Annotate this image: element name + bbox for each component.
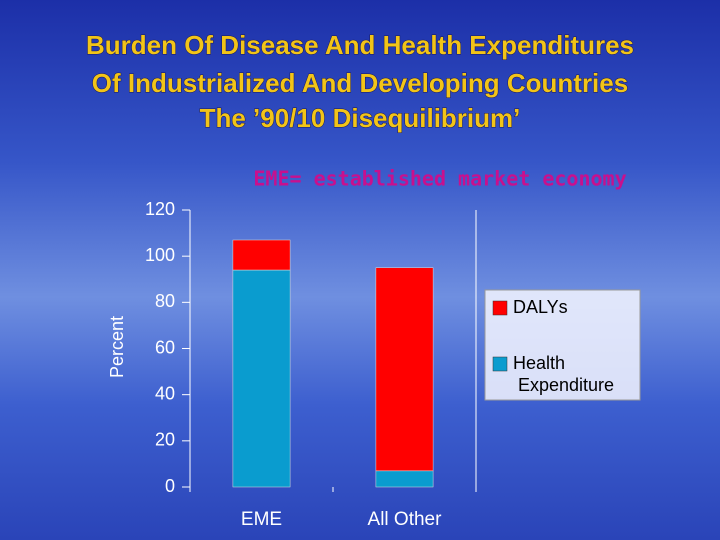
- y-tick-label: 120: [145, 199, 175, 219]
- bar-segment: [375, 267, 434, 472]
- x-tick-label: All Other: [368, 509, 443, 530]
- title-line: Burden Of Disease And Health Expenditure…: [86, 30, 634, 60]
- legend-label: Health Expenditure: [513, 353, 614, 395]
- x-tick-label: EME: [241, 509, 282, 530]
- y-axis-label: Percent: [107, 316, 127, 378]
- y-tick-label: 100: [145, 245, 175, 265]
- y-tick-label: 40: [155, 383, 175, 403]
- bar-segment: [232, 239, 291, 271]
- bar-segment: [232, 269, 291, 488]
- y-tick-label: 0: [165, 476, 175, 496]
- y-tick-label: 20: [155, 430, 175, 450]
- legend-label: DALYs: [513, 297, 568, 317]
- title-line: The ’90/10 Disequilibrium’: [200, 103, 521, 133]
- subtitle: EME= established market economy: [253, 167, 626, 191]
- legend-box: [484, 289, 641, 401]
- y-tick-label: 80: [155, 291, 175, 311]
- bar-segment: [375, 470, 434, 488]
- y-tick-label: 60: [155, 337, 175, 357]
- legend-swatch: [492, 300, 508, 316]
- legend-swatch: [492, 356, 508, 372]
- title-line: Of Industrialized And Developing Countri…: [92, 68, 628, 98]
